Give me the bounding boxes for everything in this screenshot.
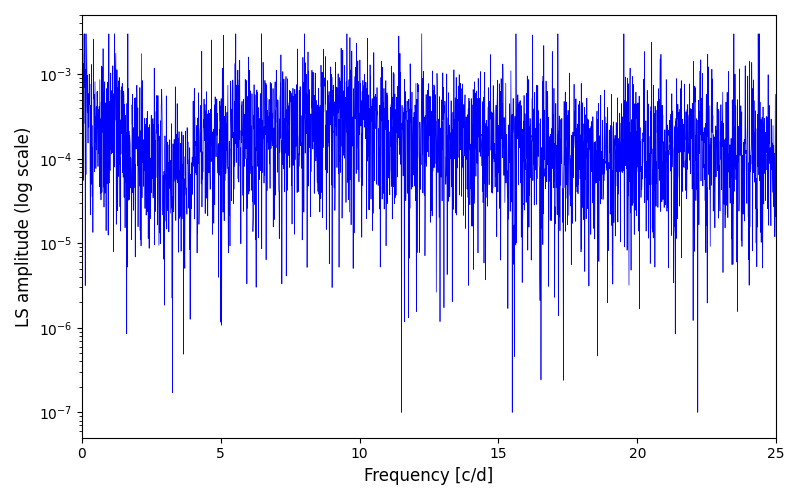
Y-axis label: LS amplitude (log scale): LS amplitude (log scale) — [15, 126, 33, 326]
X-axis label: Frequency [c/d]: Frequency [c/d] — [364, 467, 494, 485]
